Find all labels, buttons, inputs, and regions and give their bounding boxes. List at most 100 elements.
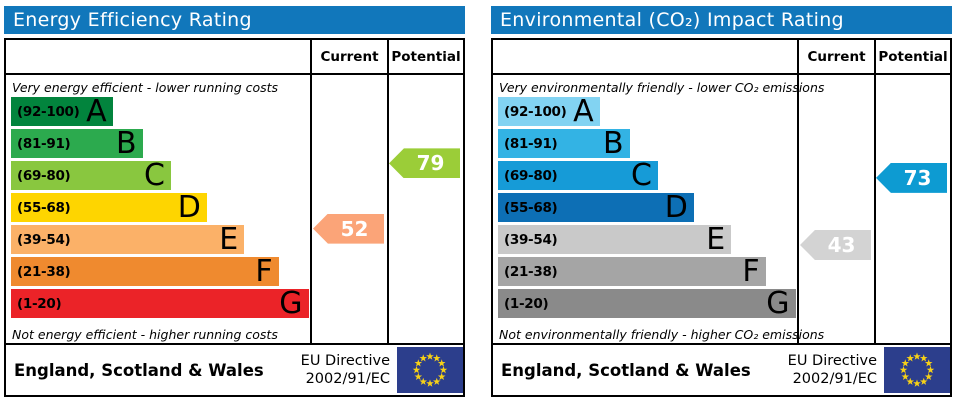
current-column: 52 (310, 75, 387, 343)
eu-directive-label: EU Directive 2002/91/EC (300, 352, 390, 387)
band-row: (81-91) B (498, 129, 797, 161)
current-column-header: Current (797, 40, 874, 73)
band-range-label: (69-80) (504, 167, 558, 184)
current-rating-arrow: 52 (313, 213, 384, 244)
band-scale-area: Very environmentally friendly - lower CO… (493, 75, 825, 343)
band-range-label: (69-80) (17, 167, 71, 184)
top-note: Very environmentally friendly - lower CO… (499, 80, 825, 95)
band-letter: D (177, 190, 201, 225)
band-letter: F (255, 254, 273, 289)
table-body: Very environmentally friendly - lower CO… (493, 75, 950, 343)
rating-band: (21-38) F (11, 254, 279, 289)
band-range-label: (39-54) (17, 231, 71, 248)
top-note: Very energy efficient - lower running co… (12, 80, 279, 95)
band-row: (1-20) G (11, 289, 310, 321)
band-range-label: (81-91) (17, 135, 71, 152)
rating-band: (55-68) D (11, 190, 207, 225)
potential-column-header: Potential (387, 40, 463, 73)
potential-rating-value: 73 (903, 165, 932, 190)
potential-column-header: Potential (874, 40, 950, 73)
band-row: (39-54) E (11, 225, 310, 257)
current-column: 43 (797, 75, 874, 343)
environmental-rating-table: Current Potential Very environmentally f… (491, 38, 952, 345)
current-rating-arrow: 43 (800, 229, 871, 260)
potential-rating-arrow: 79 (389, 148, 460, 179)
energy-panel-title: Energy Efficiency Rating (4, 6, 465, 34)
band-letter: G (766, 286, 790, 321)
rating-band: (69-80) C (11, 158, 171, 193)
rating-band: (55-68) D (498, 190, 694, 225)
band-letter: D (664, 190, 688, 225)
band-letter: B (602, 126, 624, 161)
header-spacer (493, 40, 797, 73)
potential-rating-arrow: 73 (876, 162, 947, 193)
band-range-label: (1-20) (504, 295, 549, 312)
region-label: England, Scotland & Wales (14, 360, 264, 380)
current-column-header: Current (310, 40, 387, 73)
region-label: England, Scotland & Wales (501, 360, 751, 380)
energy-rating-table: Current Potential Very energy efficient … (4, 38, 465, 345)
band-row: (92-100) A (498, 97, 797, 129)
rating-bands: (92-100) A (81-91) B (69-80) C (55-68) D (39… (493, 97, 797, 321)
band-range-label: (92-100) (504, 103, 567, 120)
rating-band: (21-38) F (498, 254, 766, 289)
table-header-row: Current Potential (493, 40, 950, 75)
potential-rating-value: 79 (416, 151, 445, 176)
table-header-row: Current Potential (6, 40, 463, 75)
band-letter: B (115, 126, 137, 161)
band-letter: G (279, 286, 303, 321)
eu-flag-icon (397, 347, 463, 393)
band-letter: C (144, 158, 165, 193)
current-rating-value: 52 (340, 216, 369, 241)
rating-band: (81-91) B (11, 126, 143, 161)
rating-bands: (92-100) A (81-91) B (69-80) C (55-68) D (39… (6, 97, 310, 321)
band-range-label: (81-91) (504, 135, 558, 152)
potential-column: 79 (387, 75, 463, 343)
table-body: Very energy efficient - lower running co… (6, 75, 463, 343)
rating-band: (81-91) B (498, 126, 630, 161)
band-row: (55-68) D (11, 193, 310, 225)
rating-band: (92-100) A (11, 94, 113, 129)
band-row: (1-20) G (498, 289, 797, 321)
rating-band: (69-80) C (498, 158, 658, 193)
rating-band: (39-54) E (11, 222, 245, 257)
rating-band: (39-54) E (498, 222, 732, 257)
potential-column: 73 (874, 75, 950, 343)
band-range-label: (55-68) (17, 199, 71, 216)
band-range-label: (21-38) (504, 263, 558, 280)
band-row: (92-100) A (11, 97, 310, 129)
band-row: (81-91) B (11, 129, 310, 161)
band-letter: C (631, 158, 652, 193)
bottom-note: Not energy efficient - higher running co… (12, 327, 278, 342)
rating-band: (92-100) A (498, 94, 600, 129)
band-range-label: (39-54) (504, 231, 558, 248)
band-letter: E (706, 222, 726, 257)
band-range-label: (92-100) (17, 103, 80, 120)
band-row: (39-54) E (498, 225, 797, 257)
current-rating-value: 43 (827, 232, 856, 257)
band-letter: A (573, 94, 594, 129)
environmental-impact-panel: Environmental (CO₂) Impact Rating Curren… (491, 6, 952, 397)
band-row: (21-38) F (11, 257, 310, 289)
header-spacer (6, 40, 310, 73)
band-letter: E (219, 222, 239, 257)
band-row: (69-80) C (11, 161, 310, 193)
eu-directive-label: EU Directive 2002/91/EC (787, 352, 877, 387)
band-letter: F (742, 254, 760, 289)
panel-footer: England, Scotland & Wales EU Directive 2… (4, 343, 465, 397)
band-row: (21-38) F (498, 257, 797, 289)
eu-flag-icon (884, 347, 950, 393)
band-scale-area: Very energy efficient - lower running co… (6, 75, 310, 343)
environmental-panel-title: Environmental (CO₂) Impact Rating (491, 6, 952, 34)
bottom-note: Not environmentally friendly - higher CO… (499, 327, 825, 342)
band-range-label: (55-68) (504, 199, 558, 216)
energy-efficiency-panel: Energy Efficiency Rating Current Potenti… (4, 6, 465, 397)
band-letter: A (86, 94, 107, 129)
rating-band: (1-20) G (498, 286, 796, 321)
band-row: (69-80) C (498, 161, 797, 193)
rating-band: (1-20) G (11, 286, 309, 321)
band-range-label: (1-20) (17, 295, 62, 312)
band-range-label: (21-38) (17, 263, 71, 280)
band-row: (55-68) D (498, 193, 797, 225)
